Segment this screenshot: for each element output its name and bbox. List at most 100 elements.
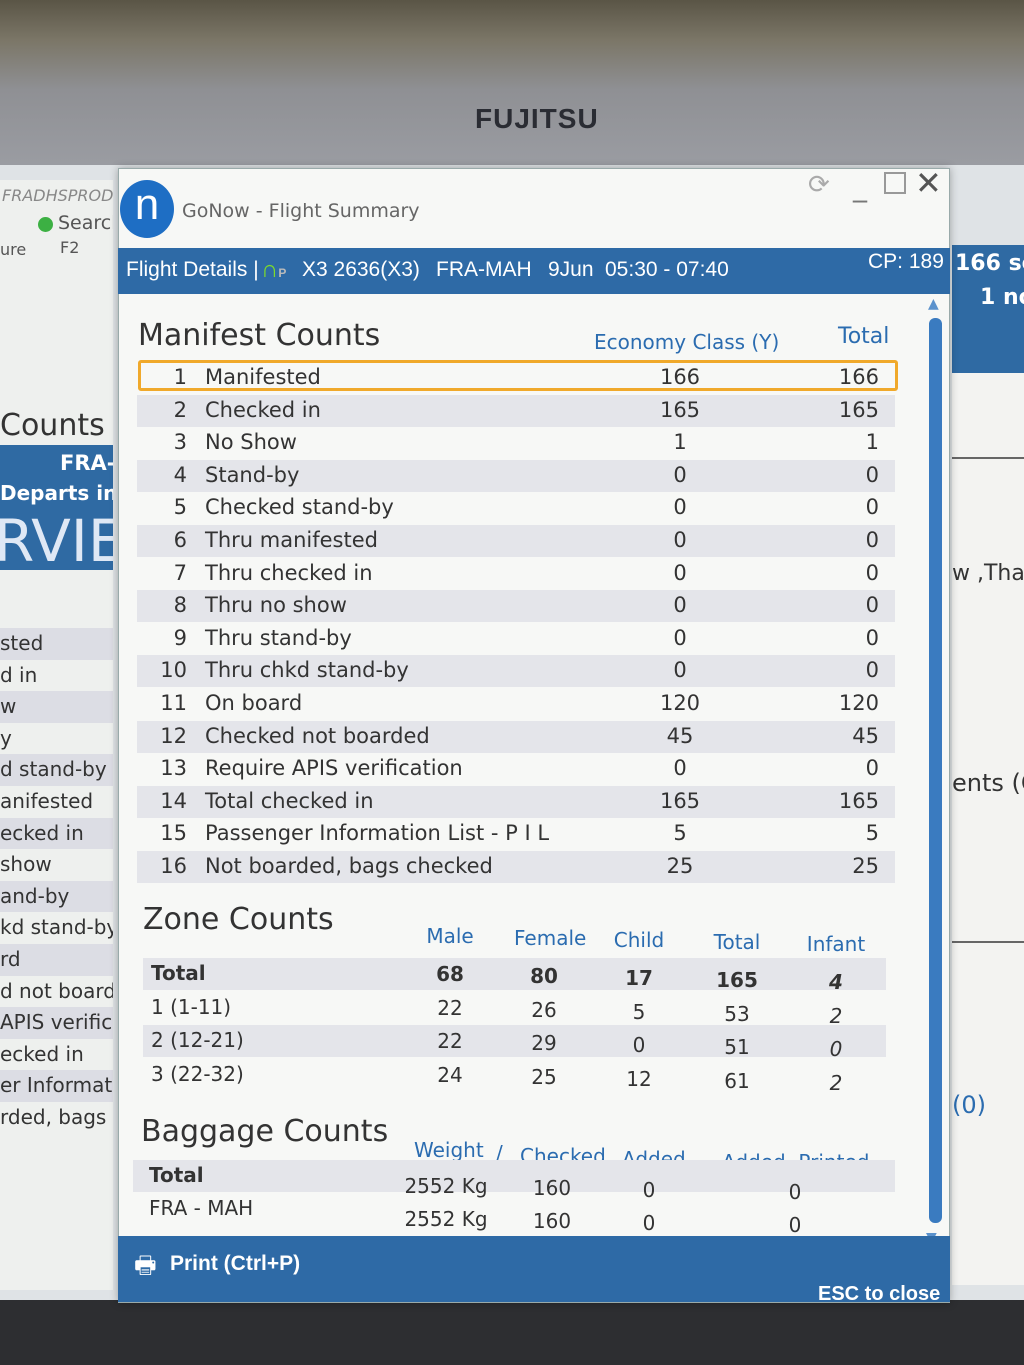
zone-value: 165 xyxy=(716,968,758,992)
dialog-footer: 🖶 Print (Ctrl+P) ESC to close xyxy=(118,1236,950,1305)
zone-row: 2 (12-21) 22 29 0 51 0 xyxy=(143,1025,886,1061)
row-number: 9 xyxy=(173,625,187,650)
menu-label: ure xyxy=(0,240,27,259)
row-label: Not boarded, bags checked xyxy=(205,854,493,878)
manifest-row[interactable]: 2 Checked in 165 165 xyxy=(137,394,895,427)
scrollbar-thumb[interactable] xyxy=(929,318,942,1223)
row-number: 14 xyxy=(160,788,187,813)
manifest-row[interactable]: 3 No Show 1 1 xyxy=(137,427,895,459)
row-label: Passenger Information List - P I L xyxy=(205,821,550,846)
row-number: 4 xyxy=(173,462,187,487)
manifest-row[interactable]: 4 Stand-by 0 0 xyxy=(137,459,895,492)
print-button[interactable]: Print (Ctrl+P) xyxy=(170,1252,301,1275)
zone-col-header: Child xyxy=(613,928,665,952)
row-label: Thru chkd stand-by xyxy=(205,658,409,683)
close-button[interactable]: ✕ xyxy=(915,164,942,202)
zone-value: 29 xyxy=(531,1031,557,1055)
economy-count: 1 xyxy=(673,430,687,455)
manifest-row[interactable]: 15 Passenger Information List - P I L 5 5 xyxy=(137,818,895,850)
zone-col-header: Male xyxy=(426,924,474,948)
row-label: Checked in xyxy=(205,397,321,422)
manifest-row[interactable]: 7 Thru checked in 0 0 xyxy=(137,558,895,590)
manifest-row[interactable]: 13 Require APIS verification 0 0 xyxy=(137,753,895,785)
row-label: Thru stand-by xyxy=(205,625,352,650)
background-window-right: 166 so 1 no w ,Thar ents (C (0) xyxy=(952,245,1024,1285)
row-number: 1 xyxy=(173,365,187,389)
refresh-icon[interactable]: ⟳ xyxy=(808,170,830,200)
manifest-row[interactable]: 8 Thru no show 0 0 xyxy=(137,590,895,623)
total-count: 166 xyxy=(838,365,879,389)
total-count: 0 xyxy=(865,593,879,618)
row-label: Stand-by xyxy=(205,462,300,487)
zone-row: 1 (1-11) 22 26 5 53 2 xyxy=(143,992,886,1028)
printer-icon: 🖶 xyxy=(134,1252,157,1279)
cp-count: CP: 189 xyxy=(868,250,944,273)
total-count: 25 xyxy=(852,854,879,878)
manifest-row[interactable]: 10 Thru chkd stand-by 0 0 xyxy=(137,655,895,688)
minimize-button[interactable]: _ xyxy=(853,170,867,203)
row-number: 8 xyxy=(173,593,187,618)
departs-label: Departs in 44 xyxy=(0,481,113,505)
baggage-label: FRA - MAH xyxy=(149,1196,254,1220)
left-row: d not boarde xyxy=(0,978,113,1003)
zone-label: 2 (12-21) xyxy=(151,1028,244,1052)
banner-text: RVIE xyxy=(0,507,113,575)
left-row: kd stand-by xyxy=(0,915,113,940)
manifest-row[interactable]: 14 Total checked in 165 165 xyxy=(137,785,895,818)
manifest-row[interactable]: 1 Manifested 166 166 xyxy=(137,362,895,394)
airline-icon: ∩P xyxy=(261,256,287,283)
left-row: rd xyxy=(0,943,113,976)
zone-value: 22 xyxy=(437,995,463,1020)
total-count: 5 xyxy=(865,821,879,846)
baggage-value: 2552 Kg xyxy=(404,1207,488,1231)
left-row: er Informat xyxy=(0,1070,113,1102)
zone-row: Total 68 80 17 165 4 xyxy=(143,958,886,994)
economy-count: 165 xyxy=(659,397,701,422)
manifest-row[interactable]: 16 Not boarded, bags checked 25 25 xyxy=(137,851,895,883)
row-number: 11 xyxy=(160,691,187,715)
economy-count: 0 xyxy=(673,593,687,618)
economy-count: 165 xyxy=(659,788,701,813)
left-rows: sted d in w y d stand-by anifested ecked in sh… xyxy=(0,628,113,1134)
baggage-row: Total 2552 Kg 160 0 0 xyxy=(133,1160,895,1204)
selected-row-highlight xyxy=(138,360,898,391)
economy-count: 0 xyxy=(673,756,687,781)
search-tab[interactable]: Search xyxy=(58,212,113,234)
left-row: show xyxy=(0,852,52,877)
left-row: y xyxy=(0,725,12,750)
total-count: 0 xyxy=(865,495,879,520)
monitor-lower-bezel xyxy=(0,1300,1024,1365)
scroll-up-icon[interactable]: ▲ xyxy=(928,296,939,312)
left-row: APIS verific xyxy=(0,1007,113,1039)
zone-value: 80 xyxy=(530,964,558,988)
left-row: anifested xyxy=(0,788,94,813)
zone-label: 3 (22-32) xyxy=(151,1061,244,1086)
manifest-row[interactable]: 6 Thru manifested 0 0 xyxy=(137,525,895,557)
row-label: Checked not boarded xyxy=(205,723,430,748)
zone-col-header: Infant xyxy=(806,932,866,956)
zone-col-header: Female xyxy=(514,926,587,950)
gonow-logo-icon: n xyxy=(120,180,174,238)
economy-count: 5 xyxy=(673,821,687,846)
right-text4: ents (C xyxy=(952,769,1024,797)
zone-value: 25 xyxy=(531,1064,557,1089)
row-number: 5 xyxy=(173,495,187,520)
economy-count: 0 xyxy=(673,658,687,683)
baggage-value: 160 xyxy=(532,1209,572,1233)
status-dot-icon xyxy=(38,217,53,232)
manifest-row[interactable]: 9 Thru stand-by 0 0 xyxy=(137,623,895,655)
total-count: 0 xyxy=(865,528,879,552)
baggage-title: Baggage Counts xyxy=(141,1114,389,1149)
row-number: 15 xyxy=(160,821,187,846)
manifest-row[interactable]: 11 On board 120 120 xyxy=(137,688,895,720)
esc-close-hint[interactable]: ESC to close xyxy=(818,1283,941,1305)
manifest-row[interactable]: 12 Checked not boarded 45 45 xyxy=(137,720,895,753)
total-count: 45 xyxy=(852,723,879,748)
zone-value: 12 xyxy=(626,1066,652,1091)
zone-value: 51 xyxy=(724,1035,750,1059)
baggage-value: 0 xyxy=(788,1213,802,1237)
maximize-button[interactable] xyxy=(884,172,906,194)
economy-count: 0 xyxy=(673,495,687,520)
total-count: 0 xyxy=(865,658,879,683)
manifest-row[interactable]: 5 Checked stand-by 0 0 xyxy=(137,492,895,524)
